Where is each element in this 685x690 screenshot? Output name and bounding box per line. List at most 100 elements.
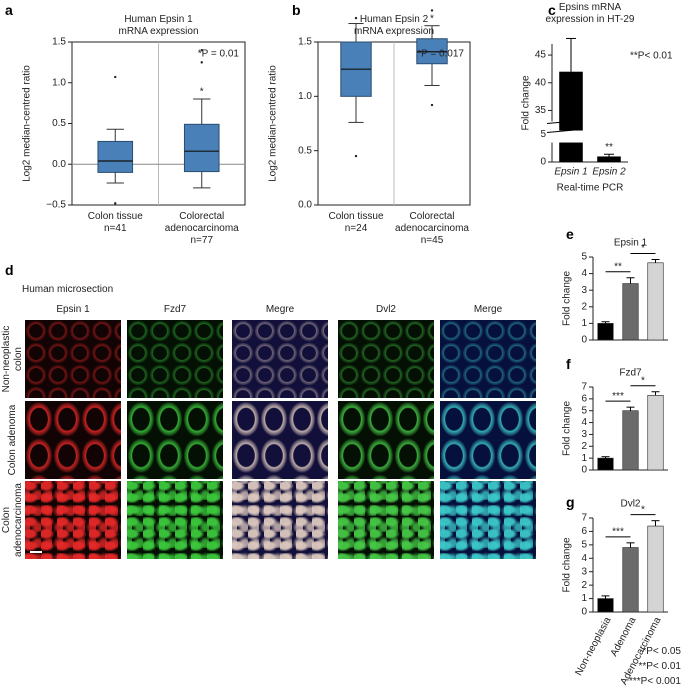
axis-break (546, 130, 628, 143)
significance: * (641, 243, 645, 254)
micrograph (232, 401, 328, 479)
y-tick-label: 4 (581, 268, 587, 279)
microsection-title: Human microsection (22, 284, 114, 295)
y-tick-label: 5 (540, 129, 546, 140)
column-label: Fzd7 (163, 304, 187, 315)
micrograph (25, 320, 121, 398)
bar (597, 156, 621, 162)
y-tick-label: −0.5 (46, 200, 66, 211)
y-tick-label: 0 (581, 607, 587, 618)
micrograph (25, 401, 121, 479)
chart-title: Epsin 1 (614, 238, 648, 249)
y-tick-label: 0.0 (298, 200, 312, 211)
panel-letter: e (566, 226, 574, 242)
x-axis-label: Real-time PCR (557, 183, 624, 194)
outlier (430, 103, 434, 107)
y-tick-label: 0.0 (52, 159, 66, 170)
break-mark (546, 129, 581, 134)
y-tick-label: 3 (581, 285, 587, 296)
outlier (430, 9, 434, 12)
scale-bar (30, 551, 42, 553)
bar (622, 283, 639, 341)
y-tick-label: 2 (581, 580, 587, 591)
y-tick-label: 2 (581, 441, 587, 452)
highlight-mark: * (200, 87, 204, 98)
panel-letter: d (5, 262, 14, 278)
outlier (200, 61, 203, 64)
bar (647, 262, 664, 341)
y-tick-label: 35 (535, 105, 547, 116)
outlier (200, 48, 203, 52)
y-tick-label: 1.0 (52, 77, 66, 88)
box (183, 123, 220, 173)
y-axis-label: Fold change (562, 271, 573, 326)
column-label: Epsin 1 (56, 304, 90, 315)
x-tick-label: Colon tissue (328, 211, 384, 222)
micrograph (338, 320, 434, 398)
annotation: *P = 0.01 (198, 49, 240, 60)
micrograph (338, 481, 434, 559)
column-label: Dvl2 (375, 304, 396, 315)
n-label: n=41 (103, 223, 127, 234)
outlier (354, 16, 358, 20)
micrograph (127, 481, 223, 559)
footnote: *P< 0.05 (642, 646, 681, 657)
n-label: n=45 (420, 235, 444, 246)
significance: * (641, 504, 645, 515)
bar (647, 394, 664, 471)
y-tick-label: 3 (581, 429, 587, 440)
significance: *** (612, 391, 624, 402)
row-label: Colon adenocarcinoma (1, 483, 24, 557)
y-tick-label: 7 (581, 382, 587, 393)
highlight-mark: * (430, 13, 434, 24)
y-tick-label: 1.5 (52, 37, 66, 48)
bar (559, 71, 583, 162)
micrograph (440, 320, 536, 398)
panel-letter: b (292, 2, 301, 18)
chart-title: Dvl2 (620, 499, 640, 510)
y-tick-label: 6 (581, 393, 587, 404)
bar (597, 457, 614, 471)
footnote: ***P< 0.001 (629, 676, 681, 687)
panel-letter: g (566, 494, 575, 510)
y-tick-label: 4 (581, 417, 587, 428)
annotation: *P = 0.017 (417, 49, 464, 60)
y-tick-label: 5 (581, 405, 587, 416)
row-label: Colon adenoma (7, 404, 18, 476)
y-tick-label: 1 (581, 453, 587, 464)
outlier (114, 75, 117, 79)
column-label: Merge (473, 304, 503, 315)
x-tick-label: Colorectal adenocarcinoma (395, 211, 469, 234)
y-tick-label: 6 (581, 526, 587, 537)
column-label: Megre (265, 304, 295, 315)
y-tick-label: 1 (581, 318, 587, 329)
micrograph (232, 481, 328, 559)
chart-title: Human Epsin 2 mRNA expression (353, 14, 435, 37)
y-tick-label: 0 (581, 335, 587, 346)
significance: ** (605, 142, 613, 153)
y-axis-label: Log2 median-centred ratio (268, 65, 279, 182)
y-tick-label: 5 (581, 539, 587, 550)
bar (647, 525, 664, 613)
y-axis-label: Fold change (562, 537, 573, 592)
micrograph (25, 481, 121, 559)
category-group: Colorectal adenocarcinoma n=45 (387, 211, 477, 247)
panel-letter: a (5, 2, 13, 18)
y-tick-label: 2 (581, 301, 587, 312)
micrograph (338, 401, 434, 479)
category-group: Colon tissue n=41 (70, 211, 160, 235)
significance: ** (614, 261, 622, 272)
x-tick-label: Epsin 1 (554, 167, 587, 178)
y-tick-label: 3 (581, 566, 587, 577)
bar (622, 410, 639, 471)
outlier (114, 202, 117, 205)
significance: * (641, 375, 645, 386)
break-mark (546, 120, 581, 125)
significance: *** (612, 526, 624, 537)
row-label: Non-neoplastic colon (1, 325, 24, 393)
panel-letter: c (548, 2, 556, 18)
n-label: n=24 (344, 223, 368, 234)
footnote: **P< 0.01 (638, 661, 681, 672)
y-tick-label: 0 (540, 157, 546, 168)
